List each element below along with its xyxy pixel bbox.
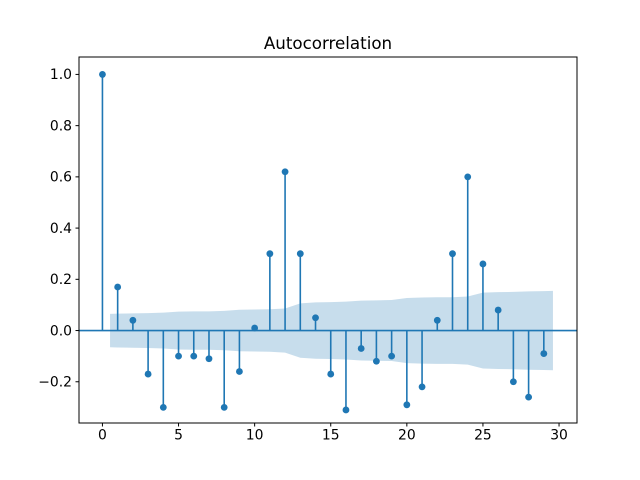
y-tick-label: 0.0 — [50, 323, 72, 339]
acf-marker — [312, 314, 319, 322]
acf-marker — [509, 378, 517, 386]
acf-marker — [144, 370, 152, 378]
acf-marker — [403, 401, 411, 409]
stem-series-group — [101, 74, 545, 410]
y-tick-label: 0.4 — [50, 221, 72, 237]
acf-marker — [342, 406, 350, 414]
chart-title: Autocorrelation — [264, 33, 392, 53]
acf-marker — [190, 352, 198, 360]
acf-marker — [540, 350, 548, 357]
x-tick-label: 5 — [174, 428, 183, 444]
x-tick-label: 20 — [398, 428, 416, 444]
acf-marker — [236, 368, 243, 375]
acf-marker — [266, 250, 274, 258]
acf-marker — [175, 352, 182, 360]
acf-marker — [205, 355, 213, 363]
acf-marker — [449, 250, 456, 258]
x-tick-label: 10 — [246, 428, 264, 444]
y-axis-ticks: 1.0 0.8 0.6 0.4 0.2 0.0 −0.2 — [38, 67, 79, 391]
y-tick-label: 0.2 — [50, 272, 72, 288]
acf-marker — [525, 393, 533, 401]
acf-marker — [99, 71, 106, 78]
acf-marker — [251, 324, 259, 332]
x-axis-ticks: 0 5 10 15 20 25 30 — [98, 423, 568, 444]
x-tick-label: 25 — [474, 428, 492, 444]
x-tick-label: 30 — [550, 428, 568, 444]
acf-marker — [114, 283, 122, 291]
acf-marker — [129, 316, 137, 324]
marker-series-group — [99, 71, 548, 414]
x-tick-label: 15 — [322, 428, 340, 444]
acf-marker — [464, 173, 472, 181]
x-tick-label: 0 — [98, 428, 107, 444]
acf-marker — [296, 250, 304, 258]
acf-marker — [281, 168, 289, 176]
acf-marker — [372, 357, 380, 365]
y-tick-label: 0.6 — [50, 170, 72, 186]
acf-marker — [479, 260, 487, 268]
acf-marker — [418, 383, 426, 391]
acf-marker — [388, 352, 396, 360]
acf-marker — [433, 316, 441, 324]
acf-marker — [494, 306, 502, 314]
acf-marker — [159, 403, 167, 411]
y-tick-label: 0.8 — [50, 118, 72, 134]
y-tick-label: 1.0 — [50, 67, 72, 83]
plot-border — [78, 56, 578, 424]
y-tick-label: −0.2 — [38, 375, 72, 391]
acf-marker — [327, 370, 335, 378]
acf-marker — [220, 403, 228, 411]
acf-marker — [357, 345, 365, 352]
